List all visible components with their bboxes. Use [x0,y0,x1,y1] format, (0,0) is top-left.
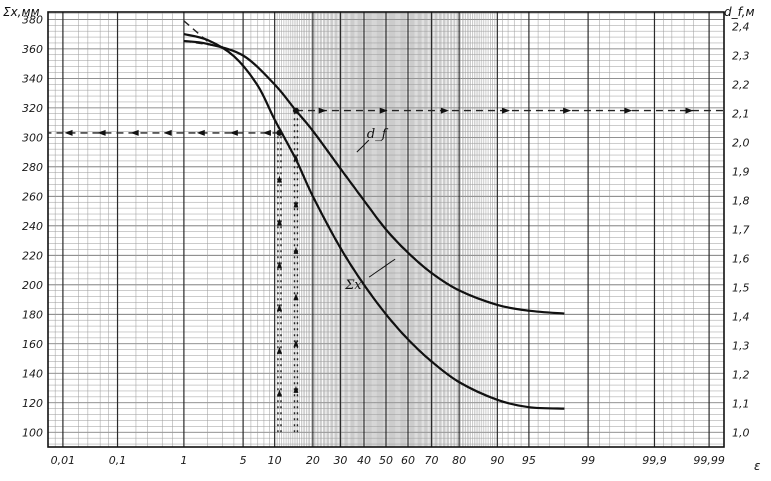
x-tick-label: 50 [379,454,393,467]
arrow-head [276,346,282,354]
left-y-tick-label: 120 [22,397,43,410]
left-y-tick-label: 320 [22,102,43,115]
left-y-tick-label: 180 [22,308,43,321]
arrow-head [563,107,572,114]
x-tick-label: 5 [240,454,247,467]
x-tick-label: 0,1 [109,454,127,467]
right-y-tick-label: 2,0 [732,137,750,150]
leader-line [356,139,370,153]
series-label: Σx [344,278,362,293]
x-tick-labels: 0,01 0,1 1 5 10 20 30 40 50 60 70 80 90 95 99 99,9 99,99 [51,454,725,467]
arrow-head [293,293,299,301]
right-y-tick-label: 1,0 [732,427,750,440]
arrow-head [276,175,282,183]
left-y-tick-label: 200 [22,279,43,292]
x-tick-label: 0,01 [51,454,76,467]
left-y-tick-label: 360 [22,43,43,56]
arrow-head [293,339,299,347]
series-label: d_f [367,127,389,142]
left-y-tick-label: 160 [22,338,43,351]
arrow-head [229,129,238,136]
x-tick-label: 10 [268,454,282,467]
right-y-tick-label: 2,1 [732,108,750,121]
left-y-tick-label: 240 [22,220,43,233]
right-y-tick-label: 2,4 [732,21,750,34]
right-y-tick-label: 1,9 [732,166,750,179]
x-tick-label: 90 [490,454,504,467]
arrow-head [293,200,299,208]
curves: Σx d_f [183,33,565,410]
series-curve [183,33,565,410]
right-y-tick-label: 1,4 [732,311,750,324]
x-tick-label: 95 [522,454,536,467]
arrow-head [64,129,73,136]
x-tick-label: 80 [452,454,466,467]
arrow-head [276,261,282,269]
right-y-tick-label: 1,3 [732,340,750,353]
x-tick-label: 40 [357,454,371,467]
left-y-axis-label: Σx,мм [3,5,40,19]
x-tick-label: 1 [180,454,187,467]
left-y-tick-labels: 100 120 140 160 180 200 220 240 260 280 300 320 340 3… [22,13,43,439]
x-tick-label: 20 [306,454,320,467]
right-y-tick-label: 2,3 [732,50,750,63]
x-tick-label: 70 [425,454,439,467]
x-tick-label: 60 [401,454,415,467]
left-y-tick-label: 300 [22,131,43,144]
x-tick-label: 99,9 [642,454,667,467]
left-y-tick-label: 100 [22,426,43,439]
right-y-tick-label: 1,7 [732,224,750,237]
leader-line [368,258,396,278]
plot-frame [47,11,725,448]
arrow-head [276,218,282,226]
arrow-head [379,107,388,114]
left-y-tick-label: 220 [22,249,43,262]
left-y-tick-label: 340 [22,72,43,85]
arrow-head [624,107,633,114]
right-y-tick-label: 1,1 [732,398,750,411]
arrow-head [276,389,282,397]
x-tick-label: 99 [581,454,595,467]
arrow-head [163,129,172,136]
left-y-tick-label: 260 [22,190,43,203]
right-y-tick-label: 1,6 [732,253,750,266]
x-axis-label: ε [754,459,761,473]
arrow-head [685,107,694,114]
arrow-head [501,107,510,114]
right-y-tick-labels: 1,0 1,1 1,2 1,3 1,4 1,5 1,6 1,7 1,8 1,9 2,0 2,1 2,2 2… [732,21,750,440]
left-y-tick-label: 380 [22,13,43,26]
right-y-tick-label: 1,2 [732,369,750,382]
arrow-head [293,246,299,254]
arrow-head [262,129,271,136]
arrow-head [293,385,299,393]
arrow-head [97,129,106,136]
right-y-tick-label: 1,5 [732,282,750,295]
arrow-head [130,129,139,136]
grid [47,11,725,448]
right-y-axis-label: d_f,м [724,5,755,19]
x-tick-label: 30 [333,454,347,467]
arrow-head [318,107,327,114]
x-tick-label: 99,99 [693,454,725,467]
right-y-tick-label: 2,2 [732,79,750,92]
arrow-head [276,303,282,311]
left-y-tick-label: 140 [22,367,43,380]
series-curve [183,39,565,315]
arrow-head [440,107,449,114]
right-y-tick-label: 1,8 [732,195,750,208]
left-y-tick-label: 280 [22,161,43,174]
arrow-head [196,129,205,136]
